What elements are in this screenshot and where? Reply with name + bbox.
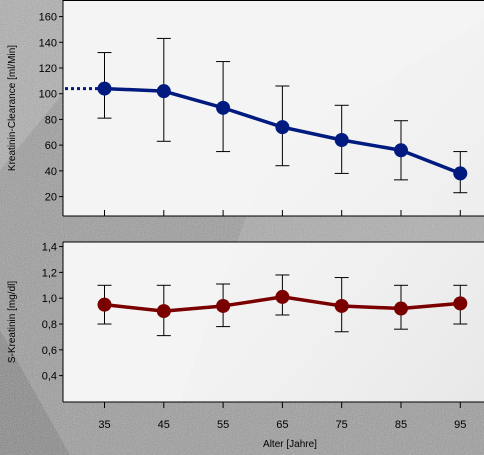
y-axis-title-bottom: S-Kreatinin [mg/dl]: [7, 281, 18, 363]
chart-top-panel: 20 40 60 80 100 120 140 160: [39, 0, 484, 217]
y-tick-label-bottom: 1,4: [42, 242, 57, 254]
y-tick-label-top: 100: [39, 89, 57, 101]
y-tick-label-top: 160: [39, 12, 57, 24]
x-tick-label: 85: [395, 419, 407, 431]
data-point-top: [216, 100, 231, 115]
x-tick-label: 65: [276, 419, 288, 431]
x-tick-label: 45: [158, 419, 170, 431]
data-point-top: [275, 120, 290, 135]
data-point-bottom: [275, 289, 290, 304]
y-tick-label-top: 120: [39, 63, 57, 75]
x-tick-label: 95: [454, 419, 466, 431]
y-axis-title-top: Kreatinin-Clearance [ml/Min]: [7, 45, 18, 171]
chart-bottom-panel: 0,4 0,6 0,8 1,0 1,2 1,4: [42, 241, 484, 408]
data-point-bottom: [97, 297, 112, 312]
data-point-bottom: [156, 304, 171, 319]
data-point-top: [393, 143, 408, 158]
x-tick-label: 35: [98, 419, 110, 431]
y-tick-label-bottom: 1,2: [42, 267, 57, 279]
x-axis: 35 45 55 65 75 85 95: [98, 419, 466, 431]
data-point-bottom: [334, 298, 349, 313]
x-tick-label: 75: [336, 419, 348, 431]
y-tick-label-bottom: 0,6: [42, 345, 57, 357]
y-tick-label-bottom: 0,8: [42, 319, 57, 331]
y-tick-label-bottom: 0,4: [42, 371, 57, 383]
data-point-bottom: [216, 298, 231, 313]
data-point-top: [156, 84, 171, 99]
data-point-top: [334, 133, 349, 147]
data-point-top: [453, 166, 468, 181]
y-tick-label-top: 60: [45, 140, 57, 152]
y-tick-label-top: 140: [39, 37, 57, 49]
y-tick-label-top: 80: [45, 114, 57, 126]
data-point-bottom: [393, 301, 408, 316]
y-tick-label-top: 20: [45, 192, 57, 204]
y-tick-label-bottom: 1,0: [42, 293, 57, 305]
x-axis-title: Alter [Jahre]: [263, 439, 317, 450]
y-tick-label-top: 40: [45, 166, 57, 178]
data-point-bottom: [453, 296, 468, 311]
data-point-top: [97, 81, 112, 96]
x-tick-label: 55: [217, 419, 229, 431]
